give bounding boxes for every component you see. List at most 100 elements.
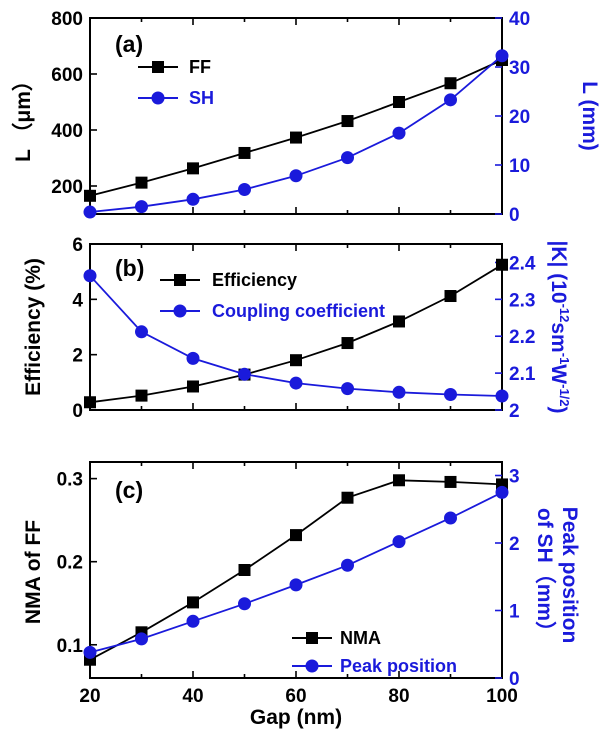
data-point-peak-position — [186, 614, 200, 628]
panel-c-tag: (c) — [115, 477, 143, 503]
y-left-tick-label-b: 4 — [72, 290, 83, 311]
data-point-sh — [186, 192, 200, 206]
panel-a-left-axis-label: L （μm） — [11, 70, 35, 162]
data-point-peak-position — [238, 597, 251, 611]
data-point-nma — [290, 529, 302, 542]
y-right-tick-label-c: 3 — [509, 467, 520, 488]
data-point-coupling-coefficient — [444, 388, 457, 402]
y-right-tick-label-c: 0 — [509, 669, 520, 690]
y-right-tick-label-c: 2 — [509, 534, 520, 555]
data-point-nma — [238, 564, 251, 576]
panel-c-legend: NMA Peak position — [292, 628, 457, 676]
data-point-efficiency — [341, 337, 354, 350]
x-tick-label: 20 — [79, 686, 100, 707]
panel-c-frame — [89, 461, 503, 679]
y-right-tick-label-a: 20 — [509, 107, 530, 128]
legend-label-peak: Peak position — [340, 656, 457, 676]
x-tick-label: 100 — [486, 686, 518, 707]
chart-marks: 200400600800010203040024622.12.22.32.420… — [51, 9, 536, 707]
x-tick-label: 60 — [285, 686, 306, 707]
legend-marker-coupling — [173, 304, 187, 318]
y-right-tick-label-a: 30 — [509, 58, 530, 79]
panel-c-right-axis-label-line2: of SH（mm） — [533, 508, 557, 642]
data-point-coupling-coefficient — [495, 389, 509, 403]
data-point-sh — [444, 93, 457, 107]
legend-marker-ff — [152, 61, 164, 73]
y-left-tick-label-a: 400 — [51, 121, 83, 142]
y-right-tick-label-b: 2.4 — [509, 253, 536, 274]
panel-a-legend: FF SH — [138, 57, 214, 108]
legend-label-efficiency: Efficiency — [212, 270, 297, 290]
data-point-nma — [341, 491, 354, 504]
data-point-sh — [289, 169, 303, 183]
legend-marker-efficiency — [174, 274, 186, 286]
panel-c: (c) NMA of FF Peak position of SH（mm） Ga… — [22, 461, 581, 729]
y-left-tick-label-b: 2 — [72, 346, 83, 367]
data-point-peak-position — [392, 535, 406, 549]
data-point-sh — [135, 200, 148, 214]
data-point-ff — [84, 189, 96, 202]
data-point-coupling-coefficient — [341, 382, 354, 396]
data-point-nma — [187, 596, 199, 609]
data-point-coupling-coefficient — [238, 367, 251, 381]
data-point-peak-position — [135, 632, 148, 646]
data-point-ff — [393, 96, 405, 108]
y-right-tick-label-b: 2 — [509, 401, 520, 422]
legend-label-coupling: Coupling coefficient — [212, 301, 385, 321]
data-point-sh — [83, 205, 97, 219]
y-right-tick-label-b: 2.1 — [509, 364, 536, 385]
data-point-peak-position — [444, 511, 457, 525]
y-left-tick-label-a: 200 — [51, 177, 83, 198]
data-point-sh — [495, 49, 509, 63]
data-point-nma — [444, 475, 457, 488]
legend-label-sh: SH — [189, 88, 214, 108]
data-point-peak-position — [495, 485, 509, 499]
k-label-exp1: -12 — [557, 304, 572, 323]
data-point-coupling-coefficient — [392, 385, 406, 399]
y-left-tick-label-b: 6 — [72, 235, 83, 256]
legend-marker-peak — [305, 659, 319, 673]
data-point-efficiency — [84, 396, 96, 409]
data-point-ff — [135, 176, 148, 189]
data-point-ff — [341, 115, 354, 128]
data-point-ff — [238, 146, 251, 159]
data-point-ff — [444, 77, 457, 90]
data-point-peak-position — [341, 558, 354, 572]
y-right-tick-label-a: 0 — [509, 205, 520, 226]
k-label-mid2: W — [547, 364, 570, 384]
k-label-main: |K| (10 — [547, 240, 570, 303]
k-label-mid1: sm — [547, 322, 570, 352]
x-tick-label: 80 — [388, 686, 409, 707]
legend-label-ff: FF — [189, 57, 211, 77]
data-point-efficiency — [444, 290, 457, 303]
data-point-sh — [341, 151, 354, 165]
data-point-nma — [393, 474, 405, 487]
x-axis-label: Gap (nm) — [250, 706, 342, 729]
panel-b-tag: (b) — [115, 255, 144, 281]
y-right-tick-label-a: 40 — [509, 9, 530, 30]
data-point-coupling-coefficient — [83, 269, 97, 283]
y-right-tick-label-a: 10 — [509, 156, 530, 177]
data-point-efficiency — [187, 380, 199, 393]
panel-b-legend: Efficiency Coupling coefficient — [160, 270, 385, 321]
y-right-tick-label-b: 2.3 — [509, 290, 535, 311]
y-left-tick-label-b: 0 — [72, 401, 83, 422]
y-left-tick-label-c: 0.3 — [57, 470, 83, 491]
data-point-coupling-coefficient — [186, 351, 200, 365]
panel-a-right-axis-label: L (mm) — [578, 81, 601, 151]
panel-b: (b) Efficiency (%) |K| (10-12sm-1W-1/2) … — [22, 240, 572, 413]
legend-label-nma: NMA — [340, 628, 381, 648]
x-tick-label: 40 — [182, 686, 203, 707]
data-point-efficiency — [135, 389, 148, 402]
y-right-tick-label-c: 1 — [509, 602, 520, 623]
k-label-end: ) — [547, 407, 570, 414]
panel-a-frame — [89, 17, 503, 215]
data-point-ff — [187, 162, 199, 175]
data-point-coupling-coefficient — [289, 376, 303, 390]
y-left-tick-label-a: 800 — [51, 9, 83, 30]
k-label-exp2: -1 — [557, 353, 572, 365]
y-left-tick-label-c: 0.1 — [57, 636, 84, 657]
legend-marker-sh — [151, 91, 165, 105]
data-point-peak-position — [289, 578, 303, 592]
